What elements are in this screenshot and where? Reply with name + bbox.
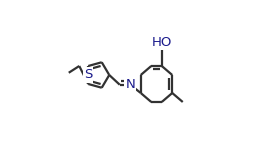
Text: N: N — [125, 78, 135, 91]
Text: S: S — [84, 69, 92, 81]
Text: HO: HO — [151, 36, 172, 48]
